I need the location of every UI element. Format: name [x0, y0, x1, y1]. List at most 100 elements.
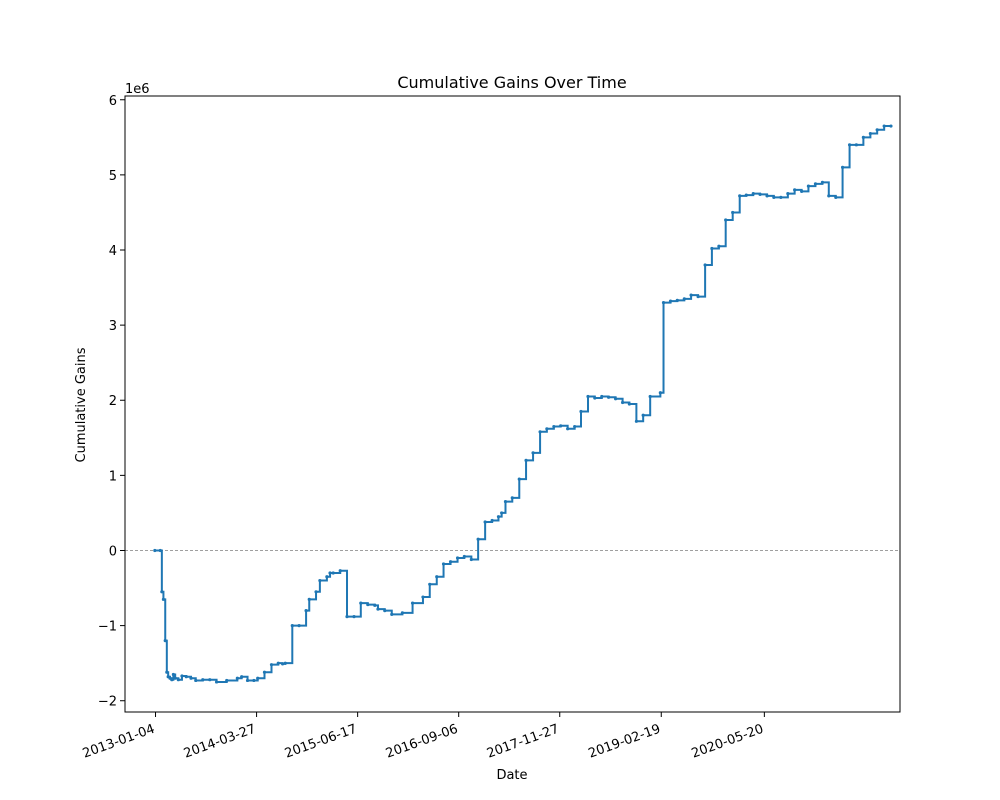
data-point — [331, 571, 335, 575]
data-point — [318, 578, 322, 583]
data-point — [731, 210, 735, 215]
data-point — [621, 400, 625, 405]
data-point — [661, 300, 666, 305]
data-point — [800, 189, 804, 193]
data-point — [820, 180, 825, 184]
data-point — [545, 427, 549, 431]
y-tick-label: −1 — [98, 620, 117, 635]
data-point — [503, 500, 508, 504]
data-point — [290, 624, 294, 628]
data-point — [779, 195, 783, 200]
data-point — [208, 678, 212, 682]
data-point — [847, 143, 852, 147]
data-point — [600, 394, 604, 399]
data-point — [483, 520, 487, 524]
data-point — [441, 562, 446, 566]
data-point — [703, 263, 707, 267]
data-point — [710, 246, 714, 251]
y-tick-label: 1 — [109, 469, 117, 484]
data-point — [428, 582, 432, 586]
data-point — [161, 597, 166, 601]
data-point — [854, 143, 858, 147]
data-point — [840, 165, 845, 169]
data-point — [531, 451, 535, 455]
data-point — [153, 548, 157, 553]
data-point — [786, 192, 790, 196]
data-point — [524, 458, 528, 462]
data-point — [579, 409, 583, 414]
data-point — [307, 597, 311, 601]
data-point — [455, 556, 460, 560]
data-point — [658, 391, 662, 395]
data-point — [262, 670, 267, 674]
data-point — [552, 424, 556, 429]
data-point — [469, 557, 473, 562]
data-point — [176, 678, 180, 682]
data-point — [235, 676, 239, 680]
data-point — [448, 560, 453, 564]
data-point — [400, 611, 404, 615]
data-point — [738, 194, 742, 198]
y-tick-label: 4 — [109, 244, 117, 259]
data-point — [744, 193, 748, 197]
data-point — [724, 218, 728, 222]
data-point — [240, 675, 244, 679]
data-point — [559, 424, 563, 428]
data-point — [225, 678, 229, 683]
data-point — [245, 678, 250, 683]
data-point — [882, 124, 886, 128]
data-point — [793, 188, 797, 192]
data-point — [171, 672, 175, 677]
data-point — [158, 548, 162, 553]
y-tick-label: 5 — [109, 169, 117, 184]
data-point — [593, 396, 597, 400]
data-point — [173, 676, 177, 680]
data-point — [675, 298, 679, 302]
data-point — [868, 131, 872, 136]
data-point — [383, 608, 387, 613]
data-point — [189, 676, 193, 680]
data-point — [276, 661, 280, 665]
data-point — [538, 430, 542, 434]
data-point — [328, 571, 332, 575]
data-point — [889, 124, 893, 128]
data-point — [765, 194, 769, 198]
data-point — [297, 624, 301, 628]
data-point — [573, 424, 577, 429]
data-point — [366, 602, 370, 607]
data-point — [338, 569, 342, 573]
data-point — [751, 192, 755, 196]
data-point — [352, 615, 356, 619]
y-axis-label: Cumulative Gains — [74, 347, 89, 462]
data-point — [668, 299, 673, 303]
data-point — [510, 496, 514, 500]
data-point — [304, 608, 308, 613]
data-point — [194, 678, 198, 683]
data-point — [627, 402, 631, 406]
data-point — [421, 595, 425, 599]
data-point — [827, 194, 831, 198]
data-point — [758, 192, 762, 197]
data-point — [252, 678, 256, 683]
data-point — [517, 477, 521, 481]
data-point — [410, 601, 415, 605]
data-point — [184, 675, 188, 679]
data-point — [256, 676, 260, 680]
data-point — [359, 601, 363, 605]
data-point — [201, 678, 205, 682]
data-point — [390, 612, 394, 616]
data-point — [634, 419, 638, 423]
data-point — [613, 397, 618, 401]
data-point — [772, 195, 776, 200]
y-tick-label: 6 — [109, 94, 117, 109]
data-point — [500, 511, 504, 515]
chart-title: Cumulative Gains Over Time — [397, 73, 626, 92]
data-point — [490, 518, 494, 523]
data-point — [586, 394, 590, 399]
data-point — [682, 297, 686, 301]
data-point — [834, 195, 838, 200]
plot-frame — [124, 95, 901, 713]
data-point — [373, 603, 377, 607]
x-axis-label: Date — [496, 768, 527, 783]
